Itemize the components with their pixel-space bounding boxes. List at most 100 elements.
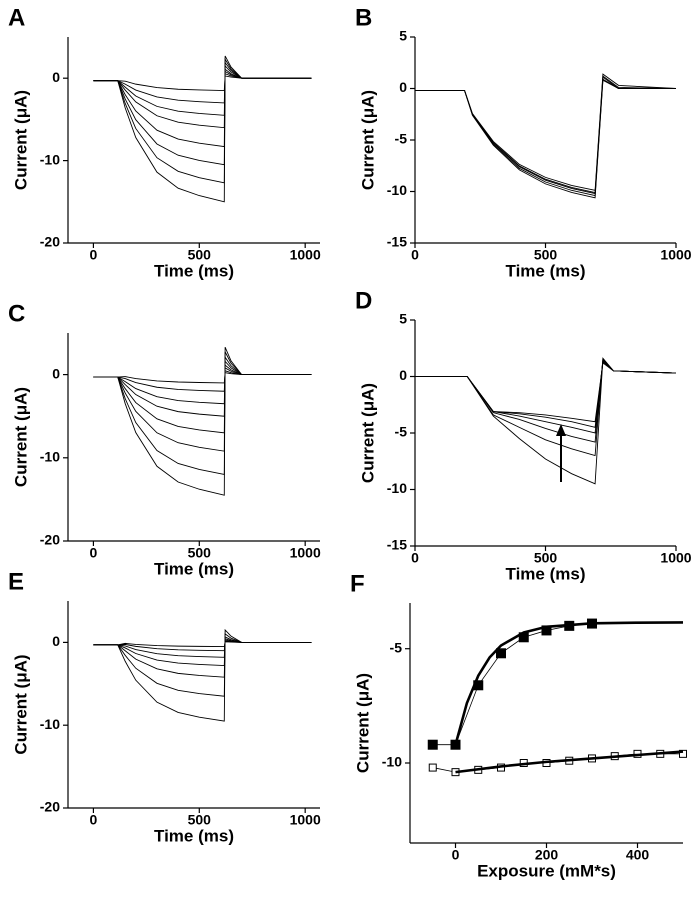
trace xyxy=(415,357,677,485)
trace xyxy=(415,75,677,194)
trace xyxy=(93,628,312,722)
trace xyxy=(93,68,312,129)
y-tick-label: 0 xyxy=(52,69,60,85)
y-tick-label: -5 xyxy=(395,131,408,147)
trace xyxy=(93,70,312,116)
trace xyxy=(93,73,312,104)
y-tick-label: -10 xyxy=(40,449,60,465)
fit-line xyxy=(455,750,684,774)
trace xyxy=(93,346,312,496)
panel: A -20 -10 0 0 500 1000 Time (ms) Current (μA) xyxy=(8,4,321,280)
filled-square xyxy=(427,739,438,750)
y-tick-label: -5 xyxy=(390,639,403,655)
x-axis-label: Time (ms) xyxy=(154,826,234,845)
trace xyxy=(93,355,312,452)
y-tick-label: -10 xyxy=(387,480,407,496)
trace xyxy=(93,632,312,697)
x-axis-label: Time (ms) xyxy=(154,559,234,578)
x-tick-label: 1000 xyxy=(660,247,691,263)
y-axis-label: Current (μA) xyxy=(11,654,30,754)
y-tick-label: -20 xyxy=(40,234,60,250)
panel: E -20 -10 0 0 500 1000 Time (ms) Current (μA) xyxy=(8,568,321,845)
y-tick-label: -10 xyxy=(382,754,402,770)
y-axis-label: Current (μA) xyxy=(11,90,30,190)
trace xyxy=(93,372,312,384)
trace xyxy=(93,364,312,417)
panel-label: E xyxy=(8,568,24,595)
panel-label: F xyxy=(350,570,365,597)
panel-label: A xyxy=(8,4,25,31)
fit-line xyxy=(454,621,684,746)
x-tick-label: 0 xyxy=(411,247,419,263)
y-tick-label: -10 xyxy=(40,151,60,167)
y-tick-label: -15 xyxy=(387,537,407,553)
x-tick-label: 500 xyxy=(534,247,558,263)
panel-label: B xyxy=(355,4,372,31)
trace xyxy=(93,64,312,148)
y-axis-label: Current (μA) xyxy=(358,383,377,483)
connect-line xyxy=(432,623,593,746)
trace xyxy=(93,57,312,184)
trace xyxy=(93,61,312,166)
trace xyxy=(93,55,312,203)
x-tick-label: 1000 xyxy=(660,550,691,566)
open-square xyxy=(679,749,687,758)
x-tick-label: 0 xyxy=(90,545,98,561)
x-tick-label: 0 xyxy=(452,847,460,863)
x-tick-label: 1000 xyxy=(290,812,321,828)
y-tick-label: 0 xyxy=(52,365,60,381)
panel: D -15 -10 -5 0 5 0 500 1000 Time (ms) Current (μA) xyxy=(355,287,692,583)
trace xyxy=(93,360,312,434)
y-tick-label: -20 xyxy=(40,532,60,548)
x-tick-label: 1000 xyxy=(290,247,321,263)
open-square xyxy=(428,763,437,772)
filled-square xyxy=(496,648,506,659)
trace xyxy=(415,73,677,191)
trace xyxy=(93,370,312,392)
panel: C -20 -10 0 0 500 1000 Time (ms) Current (μA) xyxy=(8,300,321,578)
y-tick-label: -15 xyxy=(387,234,407,250)
x-tick-label: 500 xyxy=(188,812,212,828)
trace xyxy=(93,367,312,405)
x-tick-label: 0 xyxy=(90,247,98,263)
trace xyxy=(93,75,312,92)
x-tick-label: 0 xyxy=(90,812,98,828)
trace xyxy=(415,79,676,199)
y-tick-label: -10 xyxy=(40,716,60,732)
y-tick-label: 5 xyxy=(399,311,407,327)
y-axis-label: Current (μA) xyxy=(358,90,377,190)
x-tick-label: 200 xyxy=(535,847,559,863)
trace xyxy=(415,78,676,197)
panel-label: D xyxy=(355,287,372,314)
y-tick-label: 5 xyxy=(399,28,407,44)
trace xyxy=(415,357,677,457)
x-tick-label: 400 xyxy=(626,847,650,863)
x-axis-label: Exposure (mM*s) xyxy=(477,861,616,880)
trace xyxy=(415,76,676,195)
y-tick-label: -10 xyxy=(387,182,407,198)
x-tick-label: 500 xyxy=(188,545,212,561)
x-tick-label: 0 xyxy=(411,550,419,566)
panel: F -10 -5 0 200 400 Exposure (mM*s) Current (μA) xyxy=(350,570,687,880)
arrow xyxy=(556,424,566,482)
x-axis-label: Time (ms) xyxy=(154,261,234,280)
x-axis-label: Time (ms) xyxy=(506,564,586,583)
y-axis-label: Current (μA) xyxy=(11,387,30,487)
y-tick-label: -5 xyxy=(395,424,408,440)
x-tick-label: 500 xyxy=(188,247,212,263)
trace xyxy=(93,638,312,667)
trace xyxy=(93,636,312,678)
x-tick-label: 1000 xyxy=(290,545,321,561)
trace xyxy=(93,351,312,475)
x-tick-label: 500 xyxy=(534,550,558,566)
y-tick-label: 0 xyxy=(52,633,60,649)
panel: B -15 -10 -5 0 5 0 500 1000 Time (ms) Current (μA) xyxy=(355,4,692,280)
y-tick-label: 0 xyxy=(399,79,407,95)
y-tick-label: -20 xyxy=(40,799,60,815)
trace xyxy=(93,639,312,658)
panel-label: C xyxy=(8,300,25,327)
x-axis-label: Time (ms) xyxy=(506,261,586,280)
y-tick-label: 0 xyxy=(399,367,407,383)
y-axis-label: Current (μA) xyxy=(353,673,372,773)
